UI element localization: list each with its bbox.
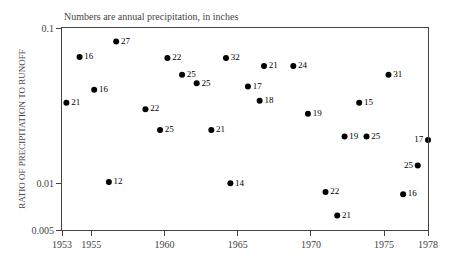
svg-text:25: 25 bbox=[371, 131, 381, 141]
svg-text:1975: 1975 bbox=[374, 239, 394, 250]
svg-text:17: 17 bbox=[414, 134, 424, 144]
svg-text:27: 27 bbox=[121, 36, 131, 46]
svg-text:1953: 1953 bbox=[52, 239, 72, 250]
svg-text:18: 18 bbox=[264, 95, 274, 105]
svg-text:RATIO OF PRECIPITATION TO RUNO: RATIO OF PRECIPITATION TO RUNOFF bbox=[17, 49, 27, 208]
svg-text:25: 25 bbox=[165, 124, 175, 134]
svg-text:0.01: 0.01 bbox=[37, 178, 55, 189]
svg-text:21: 21 bbox=[342, 210, 351, 220]
svg-text:21: 21 bbox=[71, 97, 80, 107]
svg-text:1965: 1965 bbox=[228, 239, 248, 250]
svg-text:15: 15 bbox=[364, 97, 374, 107]
svg-text:25: 25 bbox=[404, 160, 414, 170]
svg-text:25: 25 bbox=[187, 69, 197, 79]
svg-text:19: 19 bbox=[313, 108, 323, 118]
svg-text:16: 16 bbox=[99, 84, 109, 94]
svg-text:0.1: 0.1 bbox=[42, 23, 55, 34]
svg-text:19: 19 bbox=[349, 131, 359, 141]
svg-text:16: 16 bbox=[84, 51, 94, 61]
svg-text:Numbers are annual precipitati: Numbers are annual precipitation, in inc… bbox=[64, 11, 238, 22]
svg-text:25: 25 bbox=[201, 78, 211, 88]
svg-text:31: 31 bbox=[393, 69, 402, 79]
svg-text:1955: 1955 bbox=[81, 239, 101, 250]
svg-text:1978: 1978 bbox=[418, 239, 438, 250]
svg-text:0.005: 0.005 bbox=[32, 225, 55, 236]
svg-text:16: 16 bbox=[408, 188, 418, 198]
svg-text:12: 12 bbox=[114, 176, 123, 186]
svg-text:14: 14 bbox=[235, 178, 245, 188]
svg-text:1960: 1960 bbox=[154, 239, 174, 250]
svg-text:21: 21 bbox=[216, 124, 225, 134]
svg-text:32: 32 bbox=[231, 52, 240, 62]
svg-text:21: 21 bbox=[269, 60, 278, 70]
svg-text:1970: 1970 bbox=[301, 239, 321, 250]
svg-text:17: 17 bbox=[253, 81, 263, 91]
svg-text:24: 24 bbox=[298, 60, 308, 70]
svg-text:22: 22 bbox=[330, 186, 339, 196]
svg-text:22: 22 bbox=[150, 103, 159, 113]
svg-text:22: 22 bbox=[172, 52, 181, 62]
